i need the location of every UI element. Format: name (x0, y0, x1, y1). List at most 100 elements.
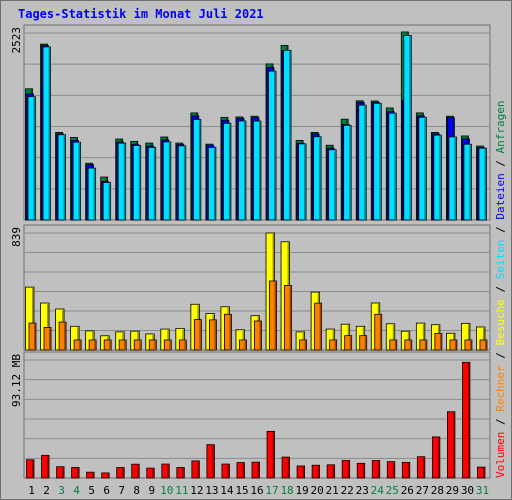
x-tick-label: 1 (28, 484, 35, 497)
bar-seiten (132, 145, 142, 221)
bar-seiten (207, 146, 217, 221)
bar-seiten (328, 149, 337, 221)
bar-volumen (116, 467, 125, 479)
bar-seiten (433, 134, 442, 221)
x-tick-label: 19 (295, 484, 308, 497)
bar-seiten (403, 35, 412, 221)
bar-volumen (251, 461, 260, 479)
x-tick-label: 13 (205, 484, 218, 497)
bar-volumen (341, 460, 351, 479)
bar-rechner (133, 339, 142, 351)
bar-seiten (72, 141, 81, 221)
x-tick-label: 4 (73, 484, 80, 497)
bar-volumen (206, 444, 215, 479)
x-tick-label: 23 (356, 484, 369, 497)
bar-rechner (43, 327, 52, 351)
bar-volumen (221, 463, 230, 479)
bar-rechner (359, 335, 368, 351)
x-tick-label: 18 (280, 484, 293, 497)
bar-seiten (388, 112, 397, 221)
bar-volumen (56, 466, 65, 479)
bar-seiten (147, 146, 157, 221)
bar-rechner (419, 339, 428, 351)
x-tick-label: 31 (476, 484, 489, 497)
bar-rechner (404, 339, 413, 351)
bar-volumen (356, 462, 366, 479)
x-tick-label: 27 (416, 484, 429, 497)
bar-rechner (73, 339, 82, 351)
bar-volumen (431, 436, 441, 479)
bar-volumen (462, 361, 471, 479)
bar-volumen (176, 467, 185, 479)
x-tick-label: 29 (446, 484, 459, 497)
bar-rechner (479, 339, 488, 351)
x-tick-label: 8 (133, 484, 140, 497)
bar-volumen (266, 430, 275, 479)
bar-volumen (26, 459, 35, 479)
legend-besuche: Besuche (494, 299, 507, 345)
bar-seiten (102, 182, 112, 221)
x-tick-label: 9 (148, 484, 155, 497)
legend-separator: / (494, 220, 507, 240)
x-tick-label: 10 (160, 484, 173, 497)
bar-volumen (71, 467, 80, 479)
legend-volumen: Volumen (494, 432, 507, 478)
bar-volumen (281, 456, 290, 479)
bar-rechner (299, 339, 307, 351)
bar-rechner (449, 339, 458, 351)
x-tick-label: 3 (58, 484, 65, 497)
bar-seiten (313, 136, 322, 221)
x-tick-label: 6 (103, 484, 110, 497)
bar-seiten (253, 120, 262, 221)
bar-rechner (58, 321, 67, 351)
bar-rechner (163, 339, 172, 351)
bar-rechner (389, 339, 398, 351)
x-tick-label: 5 (88, 484, 95, 497)
x-tick-label: 20 (311, 484, 324, 497)
bar-rechner (239, 339, 247, 351)
bar-volumen (161, 463, 170, 479)
bar-rechner (284, 285, 292, 351)
x-tick-label: 24 (371, 484, 385, 497)
legend-anfragen: Anfragen (494, 100, 507, 153)
y-max-label-middle: 839 (10, 227, 23, 247)
bar-rechner (193, 319, 202, 351)
bar-volumen (326, 464, 336, 479)
x-tick-label: 2 (43, 484, 50, 497)
bar-volumen (386, 461, 396, 479)
bar-volumen (236, 462, 245, 479)
bar-volumen (311, 464, 321, 479)
x-tick-label: 21 (326, 484, 339, 497)
bar-rechner (88, 339, 97, 351)
x-tick-label: 30 (461, 484, 474, 497)
panel-bottom: 93.12 MB (10, 351, 491, 479)
bar-rechner (374, 313, 383, 351)
bar-seiten (358, 104, 367, 221)
bar-volumen (131, 463, 140, 479)
bar-seiten (268, 70, 277, 221)
bar-seiten (373, 102, 382, 221)
bar-rechner (434, 333, 443, 351)
bar-rechner (178, 339, 187, 351)
bar-volumen (447, 411, 456, 479)
bar-seiten (87, 167, 97, 221)
bar-volumen (416, 456, 426, 479)
x-tick-label: 14 (220, 484, 234, 497)
bar-rechner (224, 313, 232, 351)
x-tick-label: 22 (341, 484, 354, 497)
legend-separator: / (494, 346, 507, 366)
bar-volumen (296, 465, 305, 479)
bar-volumen (101, 472, 110, 479)
bar-seiten (42, 46, 51, 221)
bar-rechner (344, 335, 353, 351)
bar-rechner (118, 339, 127, 351)
legend-seiten: Seiten (494, 240, 507, 280)
plot-area-bottom (23, 351, 491, 479)
bar-seiten (192, 119, 202, 221)
bar-rechner (314, 302, 323, 351)
bar-seiten (343, 125, 352, 221)
x-tick-label: 11 (175, 484, 188, 497)
bar-rechner (269, 280, 277, 351)
legend-separator: / (494, 279, 507, 299)
